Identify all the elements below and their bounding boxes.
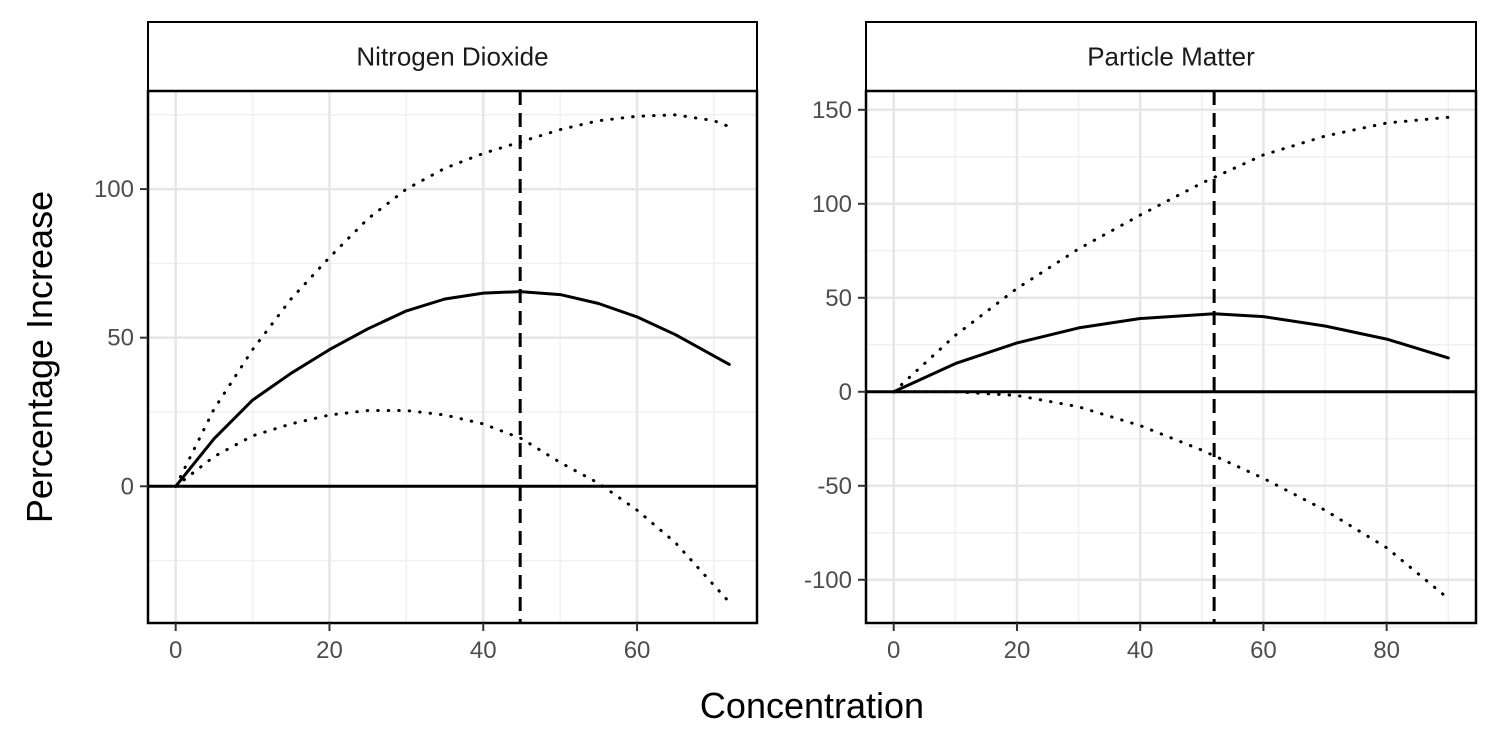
y-tick-label: 0	[839, 379, 852, 406]
y-tick-label: 50	[107, 325, 134, 352]
panel-1: Nitrogen Dioxide 0 20 40 60 0 50 100	[94, 21, 759, 664]
estimate-line	[174, 290, 731, 488]
x-tick-label: 20	[1004, 637, 1031, 664]
plot-area	[148, 91, 757, 623]
facet-strip	[147, 21, 758, 92]
x-tick-label: 20	[316, 637, 343, 664]
y-tick-label: 100	[94, 176, 134, 203]
facet-title: Particle Matter	[1087, 42, 1255, 72]
confidence-bound-line	[892, 390, 1450, 601]
x-tick-label: 0	[169, 637, 182, 664]
y-tick-label: 150	[812, 97, 852, 124]
estimate-line	[892, 312, 1450, 394]
x-tick-label: 40	[470, 637, 497, 664]
y-tick-label: 50	[825, 285, 852, 312]
x-tick-label: 40	[1127, 637, 1154, 664]
y-tick-label: -50	[817, 473, 852, 500]
x-tick-label: 0	[887, 637, 900, 664]
panel-2: Particle Matter 0 20 40 60 80 -100 -50 0 50 100 150	[804, 21, 1478, 664]
confidence-bound-line	[174, 113, 731, 488]
x-tick-label: 60	[624, 637, 651, 664]
x-tick-label: 60	[1250, 637, 1277, 664]
y-axis-title: Percentage Increase	[19, 191, 60, 523]
y-tick-label: -100	[804, 567, 852, 594]
y-tick-label: 100	[812, 191, 852, 218]
facet-strip	[865, 21, 1477, 92]
x-tick-label: 80	[1373, 637, 1400, 664]
plot-area	[866, 91, 1476, 623]
confidence-bound-line	[174, 409, 731, 604]
panel-border	[864, 89, 1478, 625]
x-axis-title: Concentration	[700, 685, 924, 726]
panel-border	[146, 89, 759, 625]
y-tick-label: 0	[121, 473, 134, 500]
facet-title: Nitrogen Dioxide	[356, 42, 548, 72]
